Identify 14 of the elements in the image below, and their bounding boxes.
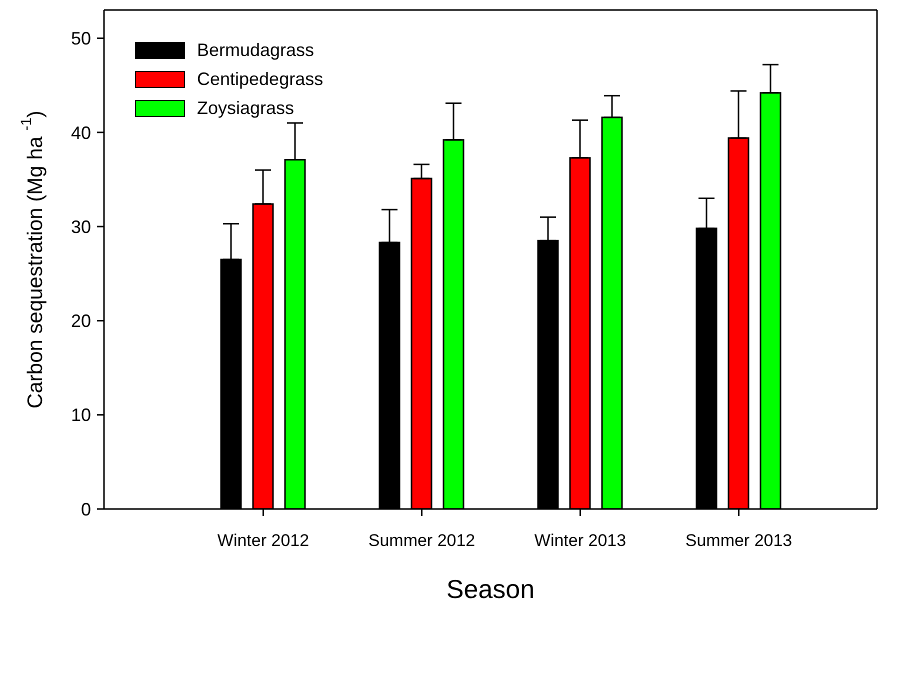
y-tick-label: 0 [80,499,91,520]
legend-label: Centipedegrass [197,69,324,90]
y-tick-label: 40 [70,122,91,143]
x-axis-title: Season [446,574,535,604]
legend-label: Zoysiagrass [197,98,294,119]
x-tick-label: Summer 2012 [368,531,476,550]
y-tick-label: 20 [70,311,91,332]
x-tick-label: Winter 2012 [217,531,310,550]
y-tick-label: 50 [70,28,91,49]
legend-label: Bermudagrass [197,40,314,61]
x-tick-label: Summer 2013 [685,531,792,550]
x-tick-label: Winter 2013 [534,531,626,550]
y-tick-label: 30 [70,216,91,237]
y-tick-label: 10 [70,405,91,426]
